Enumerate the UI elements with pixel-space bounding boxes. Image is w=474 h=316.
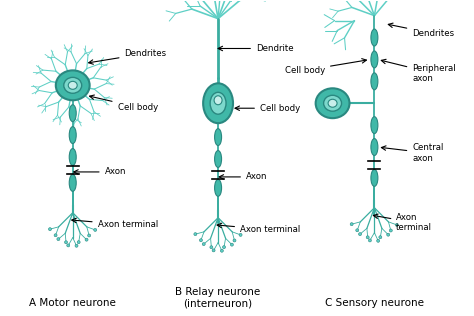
Ellipse shape	[69, 149, 76, 166]
Ellipse shape	[85, 238, 88, 241]
Ellipse shape	[69, 174, 76, 191]
Ellipse shape	[215, 129, 221, 146]
Ellipse shape	[57, 238, 60, 240]
Ellipse shape	[350, 223, 353, 226]
Ellipse shape	[214, 96, 222, 105]
Ellipse shape	[68, 81, 77, 89]
Ellipse shape	[366, 236, 369, 239]
Ellipse shape	[371, 73, 378, 90]
Text: Cell body: Cell body	[90, 95, 158, 112]
Ellipse shape	[212, 249, 215, 252]
Ellipse shape	[239, 234, 242, 236]
Text: Axon: Axon	[219, 173, 267, 181]
Ellipse shape	[371, 51, 378, 68]
Ellipse shape	[230, 243, 233, 246]
Ellipse shape	[64, 77, 82, 93]
Ellipse shape	[203, 83, 233, 123]
Ellipse shape	[67, 244, 70, 247]
Ellipse shape	[379, 236, 382, 239]
Ellipse shape	[200, 239, 202, 242]
Ellipse shape	[316, 88, 349, 118]
Ellipse shape	[210, 246, 213, 249]
Ellipse shape	[371, 29, 378, 46]
Text: Peripheral
axon: Peripheral axon	[381, 59, 456, 83]
Ellipse shape	[64, 241, 67, 244]
Ellipse shape	[56, 70, 90, 100]
Text: Axon
terminal: Axon terminal	[374, 213, 432, 232]
Ellipse shape	[54, 234, 57, 237]
Text: Dendrite: Dendrite	[218, 44, 293, 53]
Ellipse shape	[371, 117, 378, 134]
Ellipse shape	[233, 239, 236, 242]
Ellipse shape	[328, 99, 337, 107]
Text: Axon terminal: Axon terminal	[217, 223, 300, 234]
Text: C Sensory neurone: C Sensory neurone	[325, 298, 424, 308]
Ellipse shape	[395, 223, 398, 227]
Ellipse shape	[215, 179, 221, 196]
Text: Dendrites: Dendrites	[89, 49, 167, 64]
Ellipse shape	[324, 95, 342, 111]
Text: B Relay neurone
(interneuron): B Relay neurone (interneuron)	[175, 287, 261, 308]
Ellipse shape	[77, 241, 80, 244]
Ellipse shape	[48, 228, 52, 231]
Text: Cell body: Cell body	[235, 104, 300, 113]
Text: A Motor neurone: A Motor neurone	[29, 298, 116, 308]
Text: Axon terminal: Axon terminal	[72, 218, 158, 229]
Ellipse shape	[94, 228, 97, 231]
Ellipse shape	[356, 229, 359, 232]
Text: Central
axon: Central axon	[382, 143, 444, 163]
Text: Dendrites: Dendrites	[388, 23, 455, 38]
Ellipse shape	[75, 244, 78, 247]
Ellipse shape	[377, 239, 380, 242]
Ellipse shape	[222, 246, 226, 249]
Ellipse shape	[220, 249, 223, 252]
Ellipse shape	[194, 233, 197, 236]
Ellipse shape	[371, 139, 378, 155]
Ellipse shape	[387, 233, 390, 236]
Ellipse shape	[69, 127, 76, 143]
Ellipse shape	[210, 92, 226, 114]
Ellipse shape	[389, 229, 392, 232]
Ellipse shape	[358, 233, 362, 236]
Ellipse shape	[215, 150, 221, 167]
Ellipse shape	[202, 243, 205, 246]
Ellipse shape	[69, 105, 76, 122]
Text: Axon: Axon	[74, 167, 126, 176]
Ellipse shape	[371, 169, 378, 186]
Ellipse shape	[368, 239, 372, 242]
Ellipse shape	[88, 234, 91, 237]
Text: Cell body: Cell body	[285, 59, 366, 75]
